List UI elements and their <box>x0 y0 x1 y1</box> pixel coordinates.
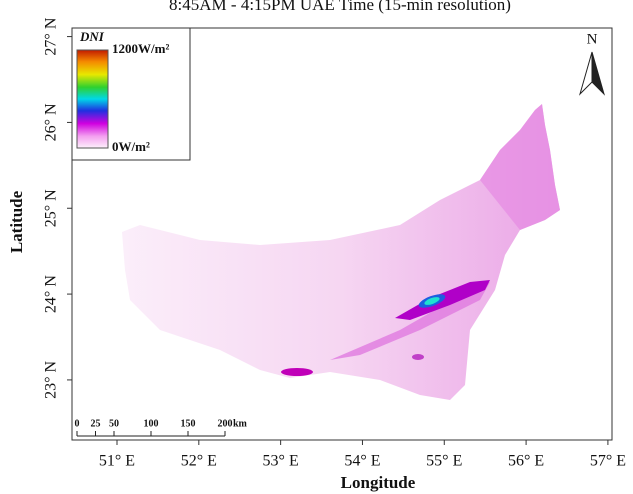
legend-min-label: 0W/m² <box>112 139 150 154</box>
y-tick-label: 23° N <box>43 360 60 398</box>
north-arrow-right <box>591 51 606 96</box>
scale-label: 0 <box>75 418 80 429</box>
x-tick-label: 51° E <box>99 453 135 470</box>
y-tick-label: 26° N <box>43 103 60 141</box>
map-title: 8:45AM - 4:15PM UAE Time (15-min resolut… <box>169 0 511 14</box>
x-axis-label: Longitude <box>341 473 416 492</box>
y-tick-label: 25° N <box>43 189 60 227</box>
map-raster <box>122 104 560 400</box>
north-label: N <box>587 31 598 47</box>
land-area <box>480 104 560 230</box>
legend-title: DNI <box>79 29 105 44</box>
x-tick-label: 56° E <box>508 453 544 470</box>
land-area <box>122 104 560 400</box>
scale-label: 100 <box>144 418 159 429</box>
north-arrow: N <box>578 31 606 96</box>
x-tick-label: 52° E <box>181 453 217 470</box>
scale-label: 150 <box>181 418 196 429</box>
x-tick-label: 57° E <box>590 453 626 470</box>
x-tick-label: 53° E <box>263 453 299 470</box>
streak <box>412 354 424 360</box>
legend-max-label: 1200W/m² <box>112 41 169 56</box>
x-tick-label: 54° E <box>344 453 380 470</box>
streak <box>281 368 313 376</box>
y-tick-label: 27° N <box>43 17 60 55</box>
x-tick-label: 55° E <box>426 453 462 470</box>
y-axis-label: Latitude <box>7 190 26 253</box>
scale-label: 25 <box>91 418 101 429</box>
scale-label: 50 <box>109 418 119 429</box>
hotspot <box>424 297 440 305</box>
colorbar <box>76 49 109 149</box>
scale-unit: km <box>233 418 248 429</box>
y-tick-label: 24° N <box>43 275 60 313</box>
scale-label: 200 <box>218 418 233 429</box>
legend: DNI 1200W/m² 0W/m² <box>71 27 191 161</box>
